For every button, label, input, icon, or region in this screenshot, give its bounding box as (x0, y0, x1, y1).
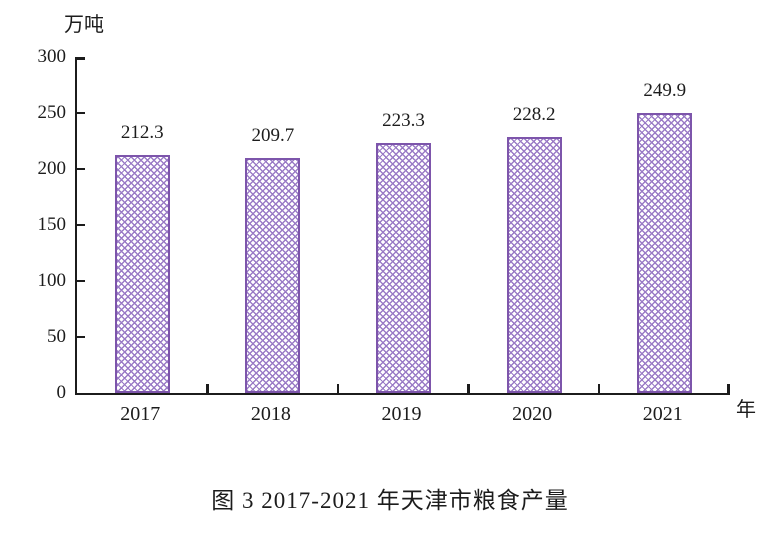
x-category-label: 2019 (381, 403, 422, 425)
y-tick-mark (77, 57, 85, 60)
bar-2017 (114, 155, 170, 393)
bar-value-label: 212.3 (120, 122, 164, 144)
bar-2020 (506, 137, 562, 393)
y-tick-label: 50 (47, 326, 66, 347)
x-tick-mark (467, 384, 470, 393)
bar-2021 (637, 113, 693, 393)
x-tick-mark (336, 384, 340, 393)
x-tick-mark (597, 384, 601, 393)
x-tick-mark (206, 384, 209, 393)
x-category-label: 2021 (642, 403, 683, 425)
x-category-label: 2017 (120, 403, 161, 425)
y-tick-label: 100 (37, 270, 67, 291)
x-tick-mark (727, 384, 730, 393)
x-category-label: 2020 (512, 403, 553, 425)
y-axis-unit-label: 万吨 (64, 14, 104, 36)
x-category-label: 2018 (250, 403, 291, 425)
y-tick-label: 200 (37, 158, 67, 179)
x-axis-unit-label: 年 (736, 399, 756, 421)
bar-value-label: 228.2 (512, 104, 556, 126)
y-tick-label: 250 (37, 102, 67, 123)
y-tick-label: 300 (37, 46, 67, 67)
bar-2019 (376, 142, 431, 393)
y-tick-label: 0 (56, 382, 67, 403)
y-tick-mark (77, 335, 85, 338)
y-tick-label: 150 (37, 214, 67, 235)
y-tick-mark (77, 279, 85, 282)
plot-area: 212.3 209.7 223.3 228.2 249.9 (75, 57, 730, 395)
bar-value-label: 249.9 (643, 80, 687, 102)
bar-value-label: 209.7 (251, 125, 295, 147)
bar-2018 (245, 158, 301, 393)
y-tick-mark (77, 111, 85, 114)
y-tick-mark (77, 167, 85, 170)
bar-value-label: 223.3 (382, 109, 425, 131)
chart-title: 图 3 2017-2021 年天津市粮食产量 (211, 488, 569, 513)
y-tick-mark (77, 223, 85, 226)
